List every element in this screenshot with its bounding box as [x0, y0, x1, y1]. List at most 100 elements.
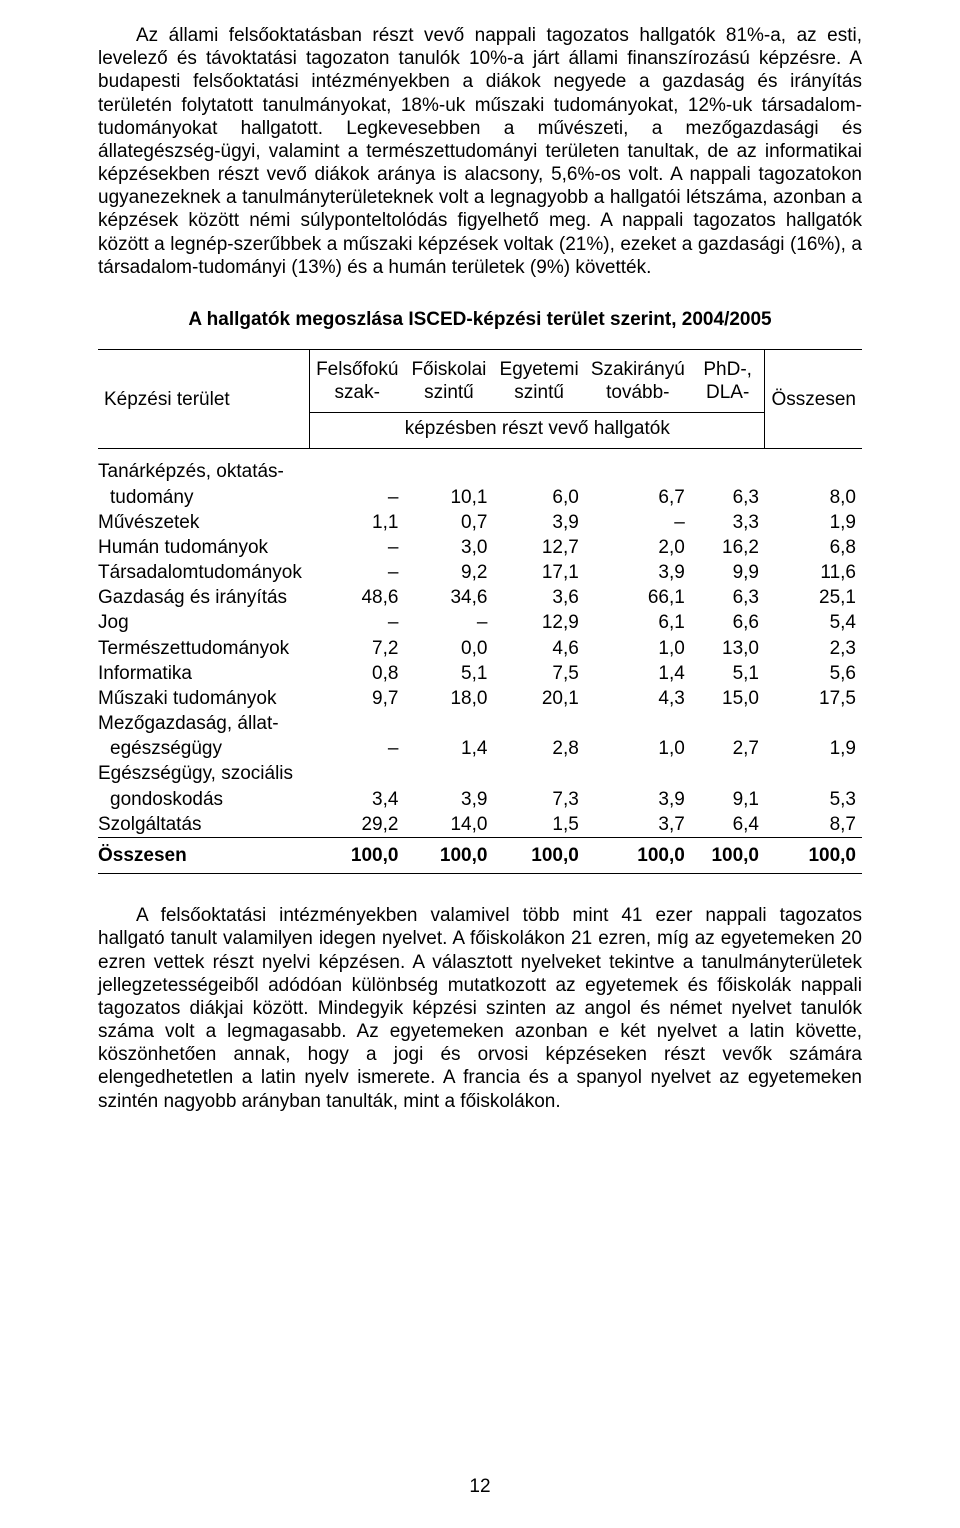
cell: 13,0 [691, 636, 765, 661]
cell [493, 761, 584, 786]
total-cell: 100,0 [493, 837, 584, 873]
table-row: Humán tudományok–3,012,72,016,26,8 [98, 535, 862, 560]
col-header: Szakirányú tovább- [585, 349, 691, 412]
cell: 4,6 [493, 636, 584, 661]
cell: 11,6 [765, 560, 862, 585]
table-title: A hallgatók megoszlása ISCED-képzési ter… [98, 309, 862, 331]
row-label: Tanárképzés, oktatás- [98, 459, 310, 484]
row-label: Szolgáltatás [98, 812, 310, 838]
table-row: Társadalomtudományok–9,217,13,99,911,6 [98, 560, 862, 585]
cell: – [310, 736, 405, 761]
cell: 3,3 [691, 510, 765, 535]
cell: 6,3 [691, 485, 765, 510]
total-cell: 100,0 [585, 837, 691, 873]
table-row: gondoskodás3,43,97,33,99,15,3 [98, 787, 862, 812]
cell: 2,0 [585, 535, 691, 560]
cell [310, 711, 405, 736]
cell: 9,2 [404, 560, 493, 585]
cell: 1,0 [585, 736, 691, 761]
cell: 9,1 [691, 787, 765, 812]
total-cell: 100,0 [310, 837, 405, 873]
cell: 0,0 [404, 636, 493, 661]
cell [310, 761, 405, 786]
cell: – [404, 610, 493, 635]
cell: 3,9 [404, 787, 493, 812]
row-label: Természettudományok [98, 636, 310, 661]
cell [310, 459, 405, 484]
total-cell: 100,0 [691, 837, 765, 873]
row-label: Informatika [98, 661, 310, 686]
col-header: Főiskolai szintű [404, 349, 493, 412]
row-label: Művészetek [98, 510, 310, 535]
cell [493, 459, 584, 484]
cell [765, 459, 862, 484]
cell: 3,6 [493, 585, 584, 610]
cell [691, 761, 765, 786]
cell [585, 459, 691, 484]
sub-header: képzésben részt vevő hallgatók [310, 413, 765, 449]
table-row: Jog––12,96,16,65,4 [98, 610, 862, 635]
row-label: Mezőgazdaság, állat- [98, 711, 310, 736]
cell: 3,9 [585, 560, 691, 585]
cell: 3,9 [585, 787, 691, 812]
cell: 10,1 [404, 485, 493, 510]
cell: 16,2 [691, 535, 765, 560]
cell: 6,3 [691, 585, 765, 610]
cell: 1,0 [585, 636, 691, 661]
cell: 12,7 [493, 535, 584, 560]
cell: 66,1 [585, 585, 691, 610]
cell: 6,1 [585, 610, 691, 635]
total-label: Összesen [98, 837, 310, 873]
cell: 9,7 [310, 686, 405, 711]
data-table: Képzési terület Felsőfokú szak- Főiskola… [98, 349, 862, 874]
cell [691, 459, 765, 484]
cell: 3,0 [404, 535, 493, 560]
cell [765, 711, 862, 736]
cell [691, 711, 765, 736]
cell: 1,4 [585, 661, 691, 686]
cell: 15,0 [691, 686, 765, 711]
cell: – [310, 560, 405, 585]
total-cell: 100,0 [765, 837, 862, 873]
cell: 6,7 [585, 485, 691, 510]
cell: – [310, 535, 405, 560]
cell: 2,7 [691, 736, 765, 761]
cell: – [585, 510, 691, 535]
cell: 5,1 [691, 661, 765, 686]
table-head: Képzési terület Felsőfokú szak- Főiskola… [98, 349, 862, 449]
table-row: Informatika0,85,17,51,45,15,6 [98, 661, 862, 686]
cell: 7,3 [493, 787, 584, 812]
row-label: tudomány [98, 485, 310, 510]
cell: 3,4 [310, 787, 405, 812]
cell: 6,4 [691, 812, 765, 838]
table-row: Tanárképzés, oktatás- [98, 459, 862, 484]
cell: 8,0 [765, 485, 862, 510]
cell: 5,3 [765, 787, 862, 812]
total-row: Összesen100,0100,0100,0100,0100,0100,0 [98, 837, 862, 873]
table-row: Művészetek1,10,73,9–3,31,9 [98, 510, 862, 535]
cell: 7,5 [493, 661, 584, 686]
page-number: 12 [0, 1476, 960, 1498]
cell [404, 459, 493, 484]
cell: 25,1 [765, 585, 862, 610]
cell: 3,9 [493, 510, 584, 535]
row-label: Humán tudományok [98, 535, 310, 560]
cell: 9,9 [691, 560, 765, 585]
row-label: egészségügy [98, 736, 310, 761]
col-header: PhD-, DLA- [691, 349, 765, 412]
cell: 6,8 [765, 535, 862, 560]
cell [493, 711, 584, 736]
row-label: Gazdaság és irányítás [98, 585, 310, 610]
cell: 6,6 [691, 610, 765, 635]
cell [765, 761, 862, 786]
col-header: Felsőfokú szak- [310, 349, 405, 412]
spacer-row [98, 449, 862, 460]
table-row: Természettudományok7,20,04,61,013,02,3 [98, 636, 862, 661]
cell [585, 711, 691, 736]
cell: 0,7 [404, 510, 493, 535]
cell: 5,4 [765, 610, 862, 635]
cell: – [310, 610, 405, 635]
cell: 5,6 [765, 661, 862, 686]
cell: 7,2 [310, 636, 405, 661]
row-label: gondoskodás [98, 787, 310, 812]
